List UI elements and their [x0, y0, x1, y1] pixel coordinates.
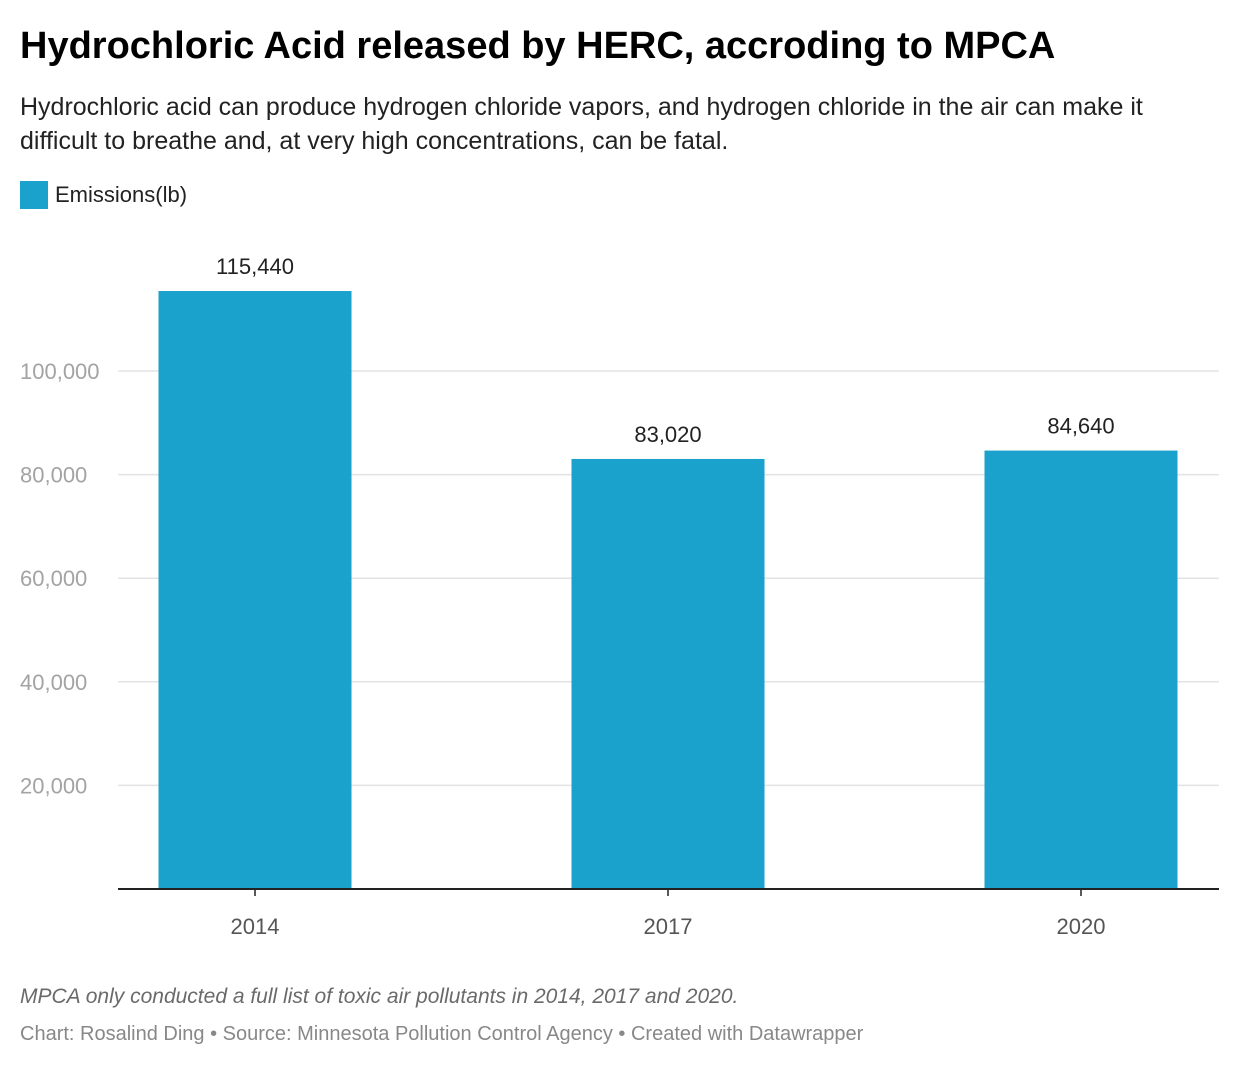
- data-label: 83,020: [634, 422, 701, 447]
- chart-title: Hydrochloric Acid released by HERC, accr…: [20, 25, 1056, 67]
- legend-swatch: [20, 181, 48, 209]
- chart-subtitle: Hydrochloric acid can produce hydrogen c…: [20, 93, 1143, 155]
- y-tick-label: 100,000: [20, 359, 100, 384]
- chart-credit: Chart: Rosalind Ding • Source: Minnesota…: [20, 1023, 864, 1045]
- chart-notes: MPCA only conducted a full list of toxic…: [20, 985, 739, 1008]
- legend-label: Emissions(lb): [55, 182, 188, 207]
- y-tick-label: 40,000: [20, 670, 87, 695]
- axes: 2014 2017 2020: [118, 888, 1219, 939]
- bar: [158, 291, 352, 889]
- x-tick-label: 2014: [231, 914, 280, 939]
- y-tick-label: 60,000: [20, 566, 87, 591]
- x-tick-label: 2020: [1057, 914, 1106, 939]
- bars: 115,440 83,020 84,640: [158, 254, 1178, 889]
- bar: [984, 450, 1178, 889]
- legend: Emissions(lb): [20, 180, 187, 210]
- bar-chart: 20,000 40,000 60,000 80,000 100,000 115,440 8…: [20, 254, 1219, 939]
- bar: [571, 458, 765, 889]
- data-label: 84,640: [1047, 414, 1114, 439]
- y-tick-label: 80,000: [20, 463, 87, 488]
- x-tick-label: 2017: [644, 914, 693, 939]
- y-tick-label: 20,000: [20, 773, 87, 798]
- data-label: 115,440: [216, 254, 294, 279]
